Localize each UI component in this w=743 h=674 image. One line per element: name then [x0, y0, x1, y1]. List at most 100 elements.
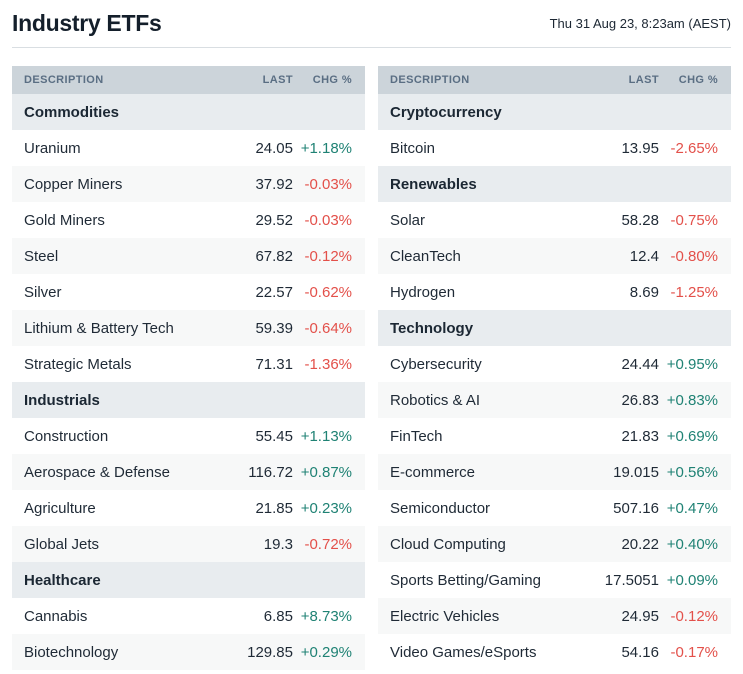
etf-last-value: 19.3 [211, 526, 293, 562]
etf-name: Construction [24, 427, 109, 445]
etf-row[interactable]: Cannabis 6.85 +8.73% [12, 598, 365, 634]
etf-last-value: 37.92 [211, 166, 293, 202]
column-header-chg: CHG % [659, 66, 731, 94]
section-row: Cryptocurrency [378, 94, 731, 130]
page-header: Industry ETFs Thu 31 Aug 23, 8:23am (AES… [12, 0, 731, 48]
etf-change-percent: -2.65% [670, 139, 718, 157]
etf-row[interactable]: Gold Miners 29.52 -0.03% [12, 202, 365, 238]
etf-name: Cloud Computing [378, 526, 577, 562]
etf-change-percent: +1.13% [300, 427, 352, 445]
etf-name: Global Jets [12, 526, 211, 562]
etf-change-percent: -0.03% [293, 166, 365, 202]
etf-change-percent: -1.25% [670, 283, 718, 301]
etf-row[interactable]: Hydrogen 8.69 -1.25% [378, 274, 731, 310]
etf-change-percent: -0.80% [659, 238, 731, 274]
etf-name: Cannabis [24, 607, 88, 625]
etf-name: Sports Betting/Gaming [390, 571, 541, 589]
etf-row[interactable]: Copper Miners 37.92 -0.03% [12, 166, 365, 202]
section-title: Industrials [12, 382, 365, 418]
etf-last-value: 24.44 [621, 355, 659, 373]
etf-change-percent: +0.23% [300, 499, 352, 517]
etf-last-value: 13.95 [621, 139, 659, 157]
etf-name: Lithium & Battery Tech [12, 310, 211, 346]
etf-name: Solar [390, 211, 426, 229]
etf-row[interactable]: Lithium & Battery Tech 59.39 -0.64% [12, 310, 365, 346]
section-title: Commodities [12, 94, 365, 130]
etf-table-right: DESCRIPTION LAST CHG % Cryptocurrency Bitco… [378, 66, 731, 670]
etf-row[interactable]: Strategic Metals 71.31 -1.36% [12, 346, 365, 382]
etf-change-percent: -0.17% [670, 643, 718, 661]
etf-last-value: 58.28 [621, 211, 659, 229]
etf-change-percent: -0.12% [659, 598, 731, 634]
etf-row[interactable]: Agriculture 21.85 +0.23% [12, 490, 365, 526]
etf-row[interactable]: E-commerce 19.015 +0.56% [378, 454, 731, 490]
etf-row[interactable]: FinTech 21.83 +0.69% [378, 418, 731, 454]
etf-change-percent: +0.69% [666, 427, 718, 445]
etf-last-value: 24.95 [577, 598, 659, 634]
etf-last-value: 54.16 [621, 643, 659, 661]
etf-change-percent: +0.95% [666, 355, 718, 373]
section-row: Renewables [378, 166, 731, 202]
etf-last-value: 507.16 [613, 499, 659, 517]
etf-table-left: DESCRIPTION LAST CHG % Commodities Uranium 2… [12, 66, 365, 670]
etf-change-percent: -0.64% [293, 310, 365, 346]
table-header-row: DESCRIPTION LAST CHG % [12, 66, 365, 94]
section-row: Commodities [12, 94, 365, 130]
etf-change-percent: +0.40% [659, 526, 731, 562]
etf-name: Biotechnology [12, 634, 211, 670]
etf-row[interactable]: Silver 22.57 -0.62% [12, 274, 365, 310]
etf-name: Aerospace & Defense [12, 454, 211, 490]
section-row: Technology [378, 310, 731, 346]
column-header-description: DESCRIPTION [378, 66, 577, 94]
etf-row[interactable]: Video Games/eSports 54.16 -0.17% [378, 634, 731, 670]
etf-change-percent: -0.12% [293, 238, 365, 274]
etf-row[interactable]: Aerospace & Defense 116.72 +0.87% [12, 454, 365, 490]
timestamp: Thu 31 Aug 23, 8:23am (AEST) [549, 16, 731, 31]
etf-last-value: 67.82 [211, 238, 293, 274]
etf-name: Strategic Metals [24, 355, 132, 373]
etf-name: Agriculture [24, 499, 96, 517]
etf-last-value: 20.22 [577, 526, 659, 562]
etf-row[interactable]: Solar 58.28 -0.75% [378, 202, 731, 238]
etf-last-value: 129.85 [211, 634, 293, 670]
etf-last-value: 21.83 [621, 427, 659, 445]
etf-row[interactable]: Global Jets 19.3 -0.72% [12, 526, 365, 562]
etf-change-percent: -1.36% [304, 355, 352, 373]
etf-name: Video Games/eSports [390, 643, 537, 661]
section-title: Healthcare [12, 562, 365, 598]
etf-change-percent: +0.83% [659, 382, 731, 418]
etf-tables-container: DESCRIPTION LAST CHG % Commodities Uranium 2… [12, 66, 731, 670]
etf-change-percent: -0.03% [304, 211, 352, 229]
etf-row[interactable]: Construction 55.45 +1.13% [12, 418, 365, 454]
etf-change-percent: +0.87% [293, 454, 365, 490]
etf-last-value: 8.69 [629, 283, 659, 301]
column-header-chg: CHG % [293, 66, 365, 94]
etf-row[interactable]: CleanTech 12.4 -0.80% [378, 238, 731, 274]
etf-row[interactable]: Electric Vehicles 24.95 -0.12% [378, 598, 731, 634]
etf-change-percent: +0.29% [293, 634, 365, 670]
etf-change-percent: -0.62% [304, 283, 352, 301]
etf-row[interactable]: Bitcoin 13.95 -2.65% [378, 130, 731, 166]
etf-row[interactable]: Cybersecurity 24.44 +0.95% [378, 346, 731, 382]
etf-last-value: 12.4 [577, 238, 659, 274]
etf-name: Hydrogen [390, 283, 456, 301]
etf-name: Cybersecurity [390, 355, 482, 373]
etf-row[interactable]: Biotechnology 129.85 +0.29% [12, 634, 365, 670]
etf-row[interactable]: Sports Betting/Gaming 17.5051 +0.09% [378, 562, 731, 598]
etf-name: Uranium [24, 139, 81, 157]
column-header-last: LAST [211, 66, 293, 94]
etf-name: Steel [12, 238, 211, 274]
etf-row[interactable]: Robotics & AI 26.83 +0.83% [378, 382, 731, 418]
etf-row[interactable]: Cloud Computing 20.22 +0.40% [378, 526, 731, 562]
etf-row[interactable]: Semiconductor 507.16 +0.47% [378, 490, 731, 526]
etf-last-value: 24.05 [255, 139, 293, 157]
etf-row[interactable]: Uranium 24.05 +1.18% [12, 130, 365, 166]
etf-name: Bitcoin [390, 139, 436, 157]
etf-last-value: 6.85 [263, 607, 293, 625]
etf-last-value: 21.85 [255, 499, 293, 517]
etf-name: Gold Miners [24, 211, 105, 229]
etf-row[interactable]: Steel 67.82 -0.12% [12, 238, 365, 274]
etf-name: Silver [24, 283, 62, 301]
section-row: Industrials [12, 382, 365, 418]
etf-change-percent: +0.47% [666, 499, 718, 517]
